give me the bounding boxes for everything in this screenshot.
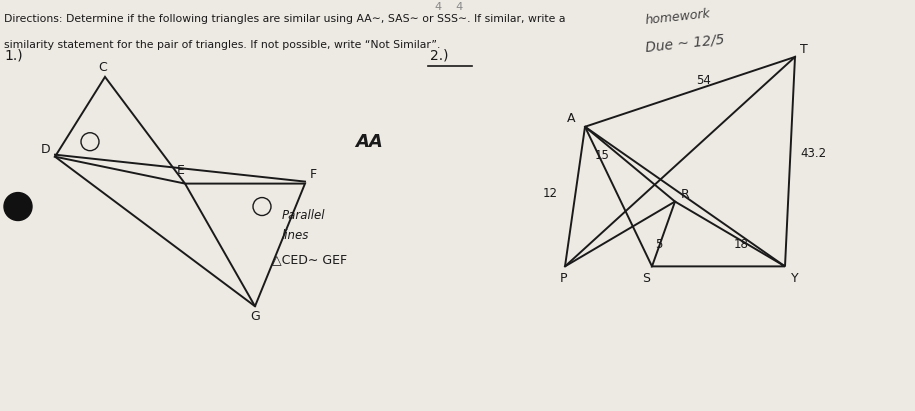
Text: G: G xyxy=(250,310,260,323)
Text: lines: lines xyxy=(282,229,309,242)
Text: Directions: Determine if the following triangles are similar using AA∼, SAS∼ or : Directions: Determine if the following t… xyxy=(4,14,565,24)
Text: AA: AA xyxy=(355,133,382,151)
Circle shape xyxy=(4,193,32,220)
Text: △CED∼ GEF: △CED∼ GEF xyxy=(272,254,347,266)
Text: 15: 15 xyxy=(595,149,610,162)
Text: S: S xyxy=(642,272,650,285)
Text: P: P xyxy=(559,272,566,285)
Text: 5: 5 xyxy=(655,238,662,251)
Text: 43.2: 43.2 xyxy=(800,147,826,159)
Text: Parallel: Parallel xyxy=(282,210,326,222)
Text: 1.): 1.) xyxy=(4,49,23,63)
Text: R: R xyxy=(681,187,690,201)
Text: 12: 12 xyxy=(543,187,558,200)
Text: C: C xyxy=(99,61,107,74)
Text: 18: 18 xyxy=(734,238,748,251)
Text: 4    4: 4 4 xyxy=(435,2,463,12)
Text: D: D xyxy=(41,143,50,156)
Text: T: T xyxy=(800,43,808,56)
Text: F: F xyxy=(310,168,318,180)
Text: E: E xyxy=(178,164,185,177)
Text: Y: Y xyxy=(791,272,799,285)
Text: 2.): 2.) xyxy=(430,49,448,63)
Text: Due ~ 12/5: Due ~ 12/5 xyxy=(645,33,726,55)
Text: A: A xyxy=(567,112,576,125)
Text: homework: homework xyxy=(645,7,712,27)
Text: 54: 54 xyxy=(696,74,711,87)
Text: similarity statement for the pair of triangles. If not possible, write “Not Simi: similarity statement for the pair of tri… xyxy=(4,40,440,50)
